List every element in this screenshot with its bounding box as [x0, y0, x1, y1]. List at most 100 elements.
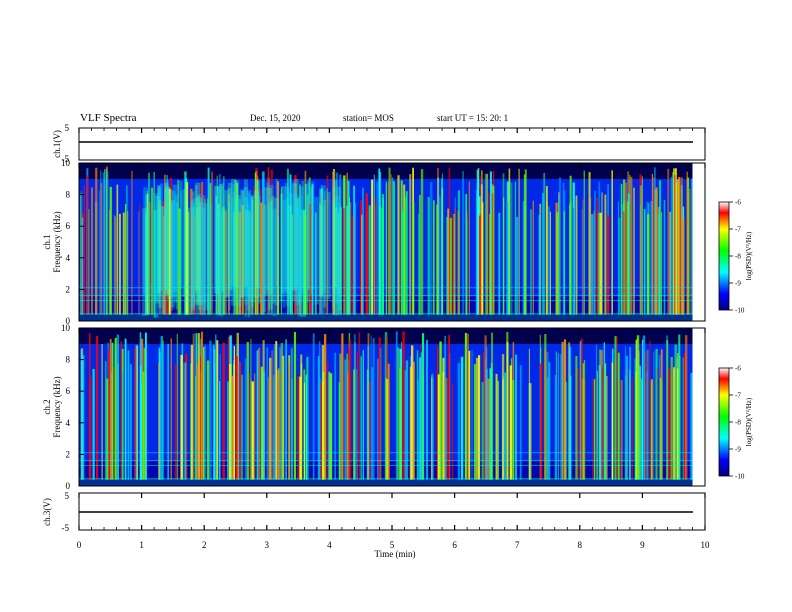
spec2-streak: [410, 345, 414, 480]
spec1-hiss: [153, 193, 158, 301]
spec1-streak: [545, 185, 548, 315]
spec2-streak: [167, 343, 169, 480]
spec2-streak: [279, 347, 281, 480]
ch1-colorbar-gradient: [718, 201, 730, 311]
spec2-streak: [231, 375, 234, 480]
spec1-streak: [280, 187, 283, 315]
colorbar-tick-label--6: -6: [735, 199, 741, 207]
spec2-streak: [437, 374, 440, 480]
spec2-streak: [436, 346, 439, 480]
spec2-streak: [560, 354, 562, 480]
spec1-streak: [427, 197, 430, 315]
spec2-streak: [457, 363, 460, 480]
spec2-streak: [227, 381, 229, 480]
spec1-streak: [106, 171, 109, 315]
spec1-hiss: [244, 197, 248, 305]
spec1-hiss: [272, 208, 277, 317]
spec1-streak: [343, 208, 345, 315]
spec2-streak: [288, 363, 290, 480]
spec1-streak: [267, 167, 270, 315]
spec2-streak: [268, 377, 270, 480]
spec1-hiss: [311, 181, 315, 290]
xtick-label-1: 1: [139, 540, 144, 550]
spec1-hiss: [158, 206, 164, 314]
spec2-streak: [402, 331, 405, 480]
ch1-waveform-frame: [78, 127, 706, 161]
spec2-streak: [642, 335, 646, 480]
spec2-streak: [271, 350, 273, 480]
spec1-streak: [236, 183, 239, 315]
spec2-streak: [548, 362, 551, 480]
spec2-streak: [162, 340, 164, 480]
ch1-colorbar: -6 -7 -8 -9 -10 log(PSD)(V²/Hz): [718, 199, 753, 315]
spec1-streak: [147, 193, 149, 315]
spec1-hiss: [157, 185, 161, 294]
spec2-streak: [305, 374, 308, 480]
spec1-hiss: [224, 190, 229, 298]
spec1-streak: [670, 176, 673, 315]
spec1-hiss: [195, 207, 201, 315]
spec2-streak: [263, 371, 265, 480]
spec2-streak: [258, 347, 261, 480]
spec2-streak: [451, 383, 454, 480]
spec2-streak: [475, 357, 479, 480]
spec2-streak: [659, 377, 662, 480]
spec1-hiss: [271, 196, 275, 304]
spec1-streak: [448, 167, 451, 315]
spec1-hiss: [172, 184, 178, 293]
spec2-streak: [219, 353, 221, 480]
spec1-streak: [222, 206, 225, 315]
spec2-streak: [565, 381, 567, 480]
spec1-streak: [588, 172, 591, 315]
spec1-streak: [373, 174, 375, 315]
spec2-streak: [222, 342, 225, 480]
spec1-streak: [465, 194, 468, 315]
spec1-streak: [169, 177, 173, 315]
ytick-label-10: 10: [61, 323, 71, 333]
spec1-streak: [449, 217, 452, 315]
spec1-streak: [332, 169, 336, 315]
spec1-streak: [187, 212, 190, 315]
x-axis-label: Time (min): [375, 549, 416, 559]
spec2-streak: [419, 357, 422, 480]
spec1-hiss: [280, 193, 284, 302]
spec1-hiss: [232, 184, 236, 292]
spec1-hiss: [295, 197, 300, 305]
spec2-streak: [611, 362, 614, 480]
spec1-streak: [430, 182, 433, 315]
spec1-streak: [105, 168, 107, 315]
spec2-streak: [416, 350, 419, 480]
spec2-streak: [105, 378, 108, 480]
spec2-streak: [579, 341, 582, 480]
spec1-hiss: [314, 197, 319, 305]
spec1-hiss: [162, 206, 167, 314]
spec2-streak: [185, 362, 187, 480]
spec2-streak: [445, 377, 448, 480]
spec2-streak: [625, 355, 628, 480]
spec2-streak: [236, 332, 239, 480]
ch1-ytick-bottom: -5: [62, 154, 70, 164]
spec1-streak: [604, 194, 607, 315]
spec1-hiss: [332, 187, 336, 295]
spec2-streak: [290, 348, 293, 480]
spec1-streak: [402, 210, 405, 315]
spec2-streak: [546, 352, 549, 480]
spec1-streak: [102, 172, 105, 315]
spec1-streak: [454, 197, 456, 315]
spec1-hiss: [287, 205, 293, 313]
spec1-streak: [409, 174, 412, 315]
spec1-hiss: [184, 182, 188, 290]
spec1-streak: [289, 174, 292, 315]
spec2-streak: [213, 344, 215, 480]
spec1-streak: [508, 181, 511, 315]
spec2-streak: [101, 343, 103, 480]
ch2-colorbar-gradient: [718, 367, 730, 477]
spec2-streak: [576, 368, 579, 480]
spec1-streak: [650, 200, 653, 315]
spec2-streak: [487, 378, 490, 480]
spec1-hiss: [219, 188, 222, 297]
spec1-streak: [335, 172, 338, 315]
spec1-streak: [368, 205, 371, 315]
ytick-label-6: 6: [66, 221, 71, 231]
spec1-streak: [618, 217, 621, 315]
